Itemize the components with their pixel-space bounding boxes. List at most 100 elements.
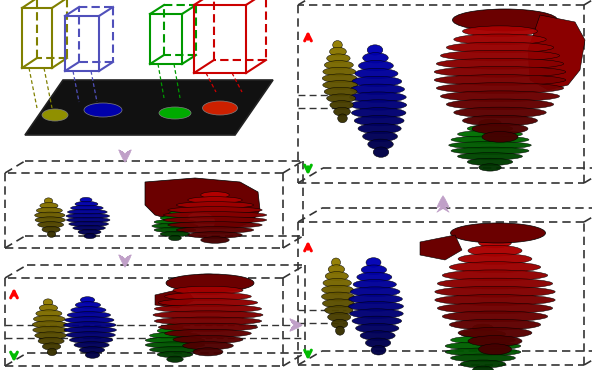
Ellipse shape xyxy=(167,323,184,329)
Ellipse shape xyxy=(176,227,254,233)
Ellipse shape xyxy=(352,76,402,87)
Ellipse shape xyxy=(70,205,103,211)
Ellipse shape xyxy=(332,319,348,328)
Ellipse shape xyxy=(365,338,391,348)
Ellipse shape xyxy=(458,327,532,338)
Ellipse shape xyxy=(188,197,242,203)
Ellipse shape xyxy=(435,75,566,85)
Ellipse shape xyxy=(467,158,513,165)
Ellipse shape xyxy=(188,232,242,238)
Ellipse shape xyxy=(360,331,395,340)
Ellipse shape xyxy=(84,233,96,239)
Ellipse shape xyxy=(168,207,262,213)
Ellipse shape xyxy=(482,131,518,142)
Ellipse shape xyxy=(42,226,60,233)
Ellipse shape xyxy=(145,342,205,348)
Ellipse shape xyxy=(168,222,262,228)
Ellipse shape xyxy=(363,53,388,63)
Ellipse shape xyxy=(472,324,494,332)
Ellipse shape xyxy=(451,147,529,154)
Ellipse shape xyxy=(35,332,66,339)
Ellipse shape xyxy=(63,322,116,328)
Ellipse shape xyxy=(66,332,115,338)
Polygon shape xyxy=(145,178,260,228)
Ellipse shape xyxy=(350,100,407,110)
Ellipse shape xyxy=(361,265,387,275)
Ellipse shape xyxy=(322,74,357,83)
Ellipse shape xyxy=(193,274,223,282)
Ellipse shape xyxy=(323,299,355,308)
Ellipse shape xyxy=(440,91,559,102)
Ellipse shape xyxy=(155,317,262,325)
Ellipse shape xyxy=(80,197,92,203)
Ellipse shape xyxy=(150,347,201,353)
Ellipse shape xyxy=(40,203,58,209)
Polygon shape xyxy=(25,80,273,135)
Ellipse shape xyxy=(183,280,233,288)
Ellipse shape xyxy=(160,231,189,237)
Ellipse shape xyxy=(479,164,501,171)
Ellipse shape xyxy=(176,202,254,208)
Ellipse shape xyxy=(371,345,386,355)
Ellipse shape xyxy=(462,115,538,126)
Ellipse shape xyxy=(461,360,506,368)
Ellipse shape xyxy=(39,305,57,312)
Ellipse shape xyxy=(330,101,353,110)
Ellipse shape xyxy=(327,313,350,322)
Ellipse shape xyxy=(163,217,266,223)
Ellipse shape xyxy=(43,299,53,306)
Ellipse shape xyxy=(337,114,348,123)
Ellipse shape xyxy=(160,215,189,221)
Ellipse shape xyxy=(467,125,513,132)
Ellipse shape xyxy=(442,270,548,281)
Ellipse shape xyxy=(334,107,350,116)
Ellipse shape xyxy=(323,81,358,90)
Polygon shape xyxy=(528,15,585,90)
Ellipse shape xyxy=(327,54,350,63)
Ellipse shape xyxy=(183,342,233,350)
Ellipse shape xyxy=(324,306,353,315)
Ellipse shape xyxy=(472,123,528,134)
Ellipse shape xyxy=(201,237,229,243)
Ellipse shape xyxy=(458,131,523,138)
Ellipse shape xyxy=(352,108,406,118)
Ellipse shape xyxy=(482,10,518,20)
Ellipse shape xyxy=(451,223,545,243)
Ellipse shape xyxy=(336,326,345,335)
Ellipse shape xyxy=(154,227,196,233)
Ellipse shape xyxy=(42,109,68,121)
Ellipse shape xyxy=(74,342,109,348)
Ellipse shape xyxy=(442,311,548,322)
Ellipse shape xyxy=(44,198,53,204)
Ellipse shape xyxy=(451,354,516,362)
Ellipse shape xyxy=(324,61,353,70)
Ellipse shape xyxy=(350,309,403,319)
Ellipse shape xyxy=(330,47,346,56)
Ellipse shape xyxy=(169,211,181,217)
Ellipse shape xyxy=(81,297,95,303)
Ellipse shape xyxy=(165,292,251,300)
Ellipse shape xyxy=(461,330,506,338)
Ellipse shape xyxy=(349,92,406,102)
Ellipse shape xyxy=(451,136,529,143)
Ellipse shape xyxy=(454,107,546,118)
Ellipse shape xyxy=(47,231,56,238)
Ellipse shape xyxy=(352,316,401,326)
Ellipse shape xyxy=(472,366,494,370)
Ellipse shape xyxy=(324,87,357,96)
Ellipse shape xyxy=(355,68,398,79)
Ellipse shape xyxy=(354,115,404,126)
Ellipse shape xyxy=(350,287,400,296)
Ellipse shape xyxy=(65,317,114,323)
Ellipse shape xyxy=(64,327,117,333)
Ellipse shape xyxy=(327,94,356,103)
Ellipse shape xyxy=(449,142,531,149)
Ellipse shape xyxy=(445,342,521,350)
Ellipse shape xyxy=(66,217,110,223)
Ellipse shape xyxy=(454,34,546,45)
Ellipse shape xyxy=(435,295,555,305)
Ellipse shape xyxy=(478,237,511,248)
Ellipse shape xyxy=(332,258,340,267)
Ellipse shape xyxy=(152,223,198,229)
Ellipse shape xyxy=(173,286,243,295)
